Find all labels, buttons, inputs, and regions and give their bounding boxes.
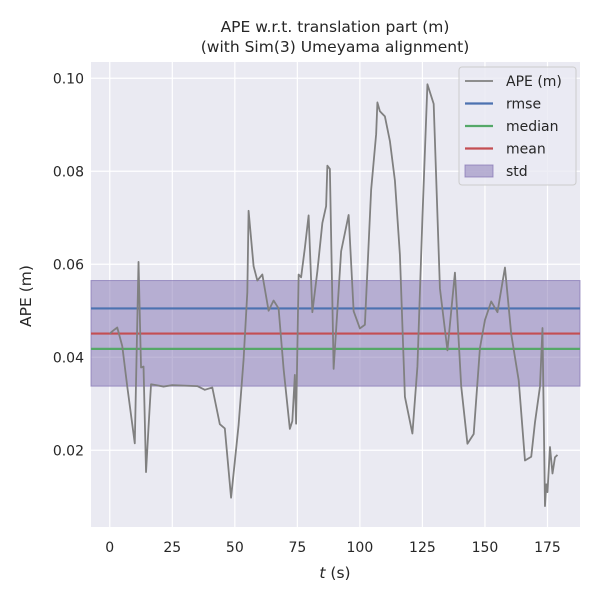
x-tick-label-4: 100	[347, 540, 374, 556]
legend-box	[458, 66, 577, 186]
x-tick-label-3: 75	[288, 540, 306, 556]
legend-item-rmse-label: rmse	[506, 97, 541, 113]
x-axis-label: t (s)	[319, 564, 350, 582]
x-tick-label-6: 150	[472, 540, 499, 556]
x-tick-label-2: 50	[226, 540, 244, 556]
legend-item-mean-label: mean	[506, 142, 546, 158]
legend-item-ape-label: APE (m)	[506, 74, 562, 90]
chart-title-line1: APE w.r.t. translation part (m)	[221, 18, 450, 36]
y-tick-label-0: 0.02	[53, 443, 84, 459]
y-tick-label-4: 0.10	[53, 71, 84, 87]
y-tick-label-3: 0.08	[53, 164, 84, 180]
x-tick-label-1: 25	[163, 540, 181, 556]
y-tick-label-1: 0.04	[53, 350, 84, 366]
x-tick-label-5: 125	[409, 540, 436, 556]
legend-item-std-swatch	[464, 164, 494, 178]
legend: APE (m) rmse median mean std	[458, 66, 577, 186]
x-tick-label-7: 175	[534, 540, 561, 556]
legend-item-median-label: median	[506, 119, 558, 135]
x-axis-label-var: t	[319, 564, 326, 582]
y-tick-label-2: 0.06	[53, 257, 84, 273]
x-axis-label-unit: (s)	[325, 564, 350, 582]
ape-series-line	[109, 83, 559, 507]
legend-item-std-label: std	[506, 164, 528, 180]
chart-title-line2: (with Sim(3) Umeyama alignment)	[201, 38, 470, 56]
y-axis-label: APE (m)	[17, 265, 35, 327]
x-tick-label-0: 0	[105, 540, 114, 556]
